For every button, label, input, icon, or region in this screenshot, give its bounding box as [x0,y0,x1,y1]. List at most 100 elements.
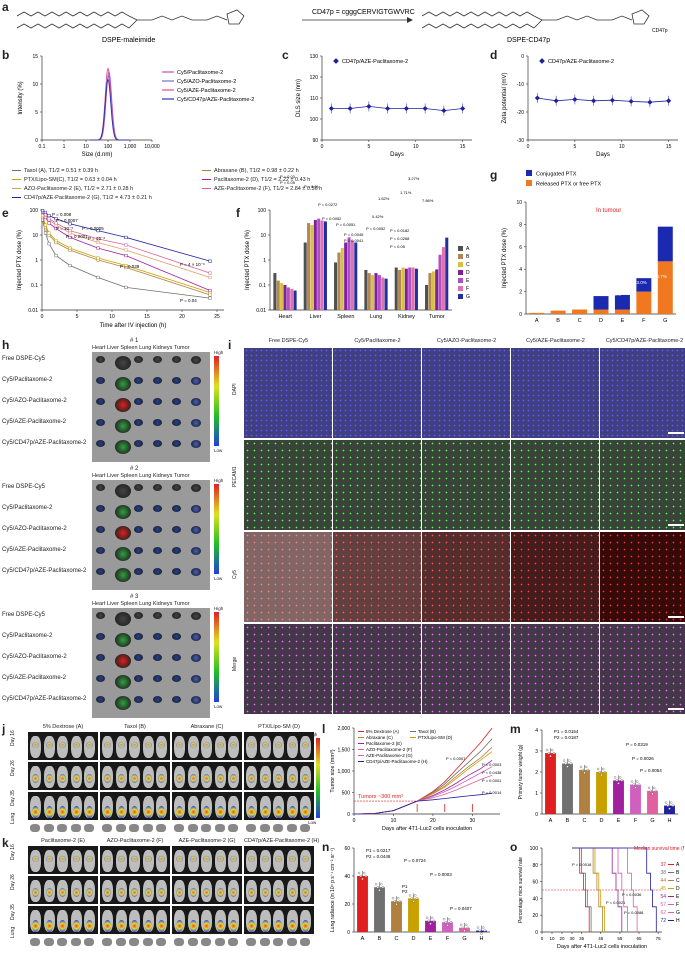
y-tick-label: 90 [312,138,318,144]
bioluminescence-signal [189,774,197,783]
legend-row: Taxol (A), T1/2 = 0.51 ± 0.39 h [12,168,98,174]
data-point [41,209,45,213]
panel-a-scheme: DSPE-maleimide CD47p = cgggCERVIGTGWVRC … [16,9,668,44]
bioluminescence-signal [216,856,224,862]
bioluminescence-signal [248,806,255,818]
data-point [459,923,463,926]
bioluminescence-signal [302,920,309,932]
series-line-H [353,793,493,815]
bioluminescence-signal [176,742,183,748]
bioluminescence-signal [216,806,224,818]
bioluminescence-signal [158,774,165,783]
category-label: F [446,936,450,942]
bar-released [572,309,588,314]
bioluminescence-signal [302,806,309,818]
bioluminescence-signal [59,856,66,862]
bar [425,285,429,310]
p-value: P = 0.0001 [66,234,88,239]
bioluminescence-signal [72,888,80,897]
percentage-label: 60.7% [654,274,667,279]
data-point [208,296,212,300]
legend-swatch [12,188,21,190]
legend-text: Abraxane (B), T1/2 = 0.98 ± 0.22 h [214,168,299,174]
legend-entry: Conjugated PTX [536,172,577,178]
bar-released [636,291,652,314]
bioluminescence-signal [158,856,165,862]
data-point [395,903,398,906]
data-point [96,240,100,245]
x-tick-label: 10 [391,818,397,824]
group-label: CD47p/AZE-Paclitaxome-2 (H) [244,838,320,844]
lung-image [142,824,153,832]
data-point [630,780,634,783]
data-point [603,770,607,774]
legend-swatch [458,254,463,259]
y-tick-label: 1,000 [337,769,350,775]
y-tick-label: 4 [535,728,538,734]
lung-image [84,938,94,946]
lung-image [115,938,126,946]
column-label: Cy5/AZE-Paclitaxome-2 [526,338,585,344]
mouse-image [100,732,170,760]
legend-entry: F [676,902,679,908]
organ-blob [134,696,143,703]
y-tick-label: 60 [532,880,538,886]
panel-letter-m: m [510,722,521,736]
p-value: P = 0.0272 [318,202,338,207]
legend-title: Median survival time (MST, day) [634,846,684,852]
legend-entry: F [466,286,469,292]
organ-blob [191,654,201,662]
bioluminescence-signal [230,920,237,932]
bioluminescence-signal [203,920,210,932]
legend-entry: AZO-Paclitaxome-2 (F) [366,747,413,752]
y-tick-label: 10 [32,82,38,88]
lung-label: Lung [10,812,16,824]
panel-letter-a: a [2,0,9,14]
x-tick-label: 0 [321,144,324,150]
bioluminescence-signal [302,774,309,783]
legend-entry: B [466,254,470,260]
data-point [564,762,567,765]
mst-value: 72 [660,918,666,924]
fluorescence-image [600,348,685,438]
bar [357,876,368,932]
bioluminescence-signal [216,888,224,897]
x-tick-label: 0 [41,314,44,320]
mouse-image [172,792,242,820]
mst-value: 44 [660,878,666,884]
color-scale-bar [316,738,320,818]
chart-g-tumor-ptx: 0 2 4 6 8 10 Injected PTX dose (%) A B C D E F G Conju… [502,170,676,324]
lung-image [187,824,198,832]
category-label: F [642,318,646,324]
organ-blob [115,377,131,391]
data-point [124,263,128,268]
cd47p-sequence-label: CD47p = cgggCERVIGTGWVRC [312,9,415,16]
legend-swatch [202,170,211,172]
x-tick-label: 15 [666,144,672,150]
p-value: P2 = 0.0187 [554,735,579,740]
category-label: Heart [278,314,292,320]
bar [428,273,432,310]
organ-blob [172,419,181,426]
data-point [68,263,72,268]
mouse-image [244,792,314,820]
fluorescence-image [244,624,332,714]
y-axis-label: Intensity (%) [18,81,24,114]
p-value: 3.27% [408,176,420,181]
group-label: AZE-Paclitaxome-2 (G) [178,838,236,844]
y-axis-label: Lung radiance (in 10⁴ p s⁻¹ cm⁻² sr⁻¹) [330,848,336,932]
p-value: P = 0.0026 [632,756,654,761]
category-label: A [535,318,539,324]
panel-h-ex-vivo-imaging: # 1 Heart Liver Spleen Lung Kidneys Tumor… [0,338,225,720]
bar [391,901,402,932]
lung-image [300,824,310,832]
organ-header: Heart Liver Spleen Lung Kidneys Tumor [92,473,190,479]
bioluminescence-signal [203,856,210,862]
scale-high-label: High [214,478,224,483]
y-tick-label: 3 [535,749,538,755]
bar [337,252,341,310]
x-axis-label: Size (d.nm) [82,152,113,158]
day-label: Day 26 [10,760,16,776]
organ-blob [96,612,105,619]
organ-blob [191,633,201,641]
